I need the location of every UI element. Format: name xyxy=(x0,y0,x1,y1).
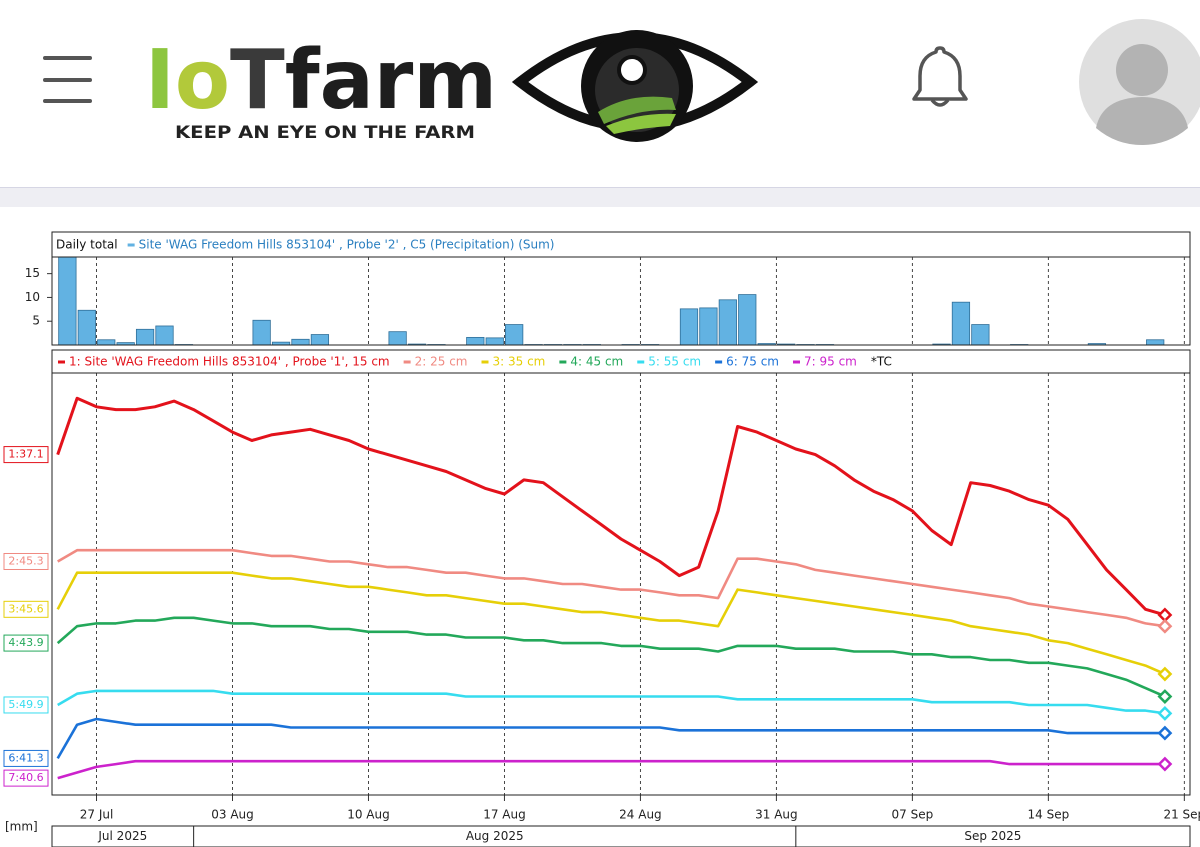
eye-highlight xyxy=(617,55,647,85)
x-tick-label: 07 Sep xyxy=(892,808,934,822)
month-label: Aug 2025 xyxy=(466,829,524,843)
header-separator xyxy=(0,187,1200,207)
end-marker xyxy=(1157,725,1173,741)
x-tick-label: 14 Sep xyxy=(1028,808,1070,822)
plot-frame xyxy=(51,256,1191,346)
legend-label: 4: 45 cm xyxy=(570,355,623,369)
logo-letter: farm xyxy=(285,33,497,128)
plot-frame xyxy=(51,372,1191,796)
start-label: 7:40.6 xyxy=(8,771,43,784)
bar xyxy=(97,339,116,346)
start-label-box xyxy=(3,600,49,618)
bar xyxy=(738,294,757,346)
bar xyxy=(252,319,271,346)
bar xyxy=(1146,339,1165,346)
panel-header xyxy=(51,231,1191,258)
x-tick-label: 24 Aug xyxy=(619,808,662,822)
x-tick-label: 03 Aug xyxy=(211,808,254,822)
logo-letter: o xyxy=(175,33,230,128)
bell-clapper xyxy=(930,98,950,107)
logo[interactable]: IoTfarm KEEP AN EYE ON THE FARM xyxy=(145,30,759,143)
logo-letter: T xyxy=(230,33,285,128)
bar xyxy=(718,299,737,346)
bar xyxy=(699,307,718,346)
start-label: 4:43.9 xyxy=(8,636,43,649)
panel-title: Daily total xyxy=(56,238,118,252)
y-tick-label: 5 xyxy=(32,314,40,328)
logo-letter: I xyxy=(145,33,175,128)
legend-note: *TC xyxy=(871,355,892,369)
start-label-box xyxy=(3,634,49,652)
eye-field xyxy=(606,113,676,134)
x-tick-label: 17 Aug xyxy=(483,808,526,822)
bar xyxy=(310,334,330,346)
bar xyxy=(155,325,174,346)
start-label-box xyxy=(3,769,49,787)
start-label: 1:37.1 xyxy=(8,448,43,461)
y-tick-label: 10 xyxy=(25,290,40,304)
legend-label: 6: 75 cm xyxy=(726,355,779,369)
bar xyxy=(679,308,699,346)
charts: Daily total Site 'WAG Freedom Hills 85310… xyxy=(3,231,1200,847)
bar xyxy=(58,256,77,346)
bar xyxy=(485,337,504,346)
start-label-box xyxy=(3,552,49,570)
end-marker xyxy=(1157,689,1173,704)
legend-label: 7: 95 cm xyxy=(804,355,857,369)
logo-tagline: KEEP AN EYE ON THE FARM xyxy=(175,123,475,143)
x-tick-label: 27 Jul xyxy=(80,808,114,822)
x-tick-label: 21 Sep xyxy=(1163,808,1200,822)
series-line xyxy=(57,548,1166,628)
legend-label: 2: 25 cm xyxy=(415,355,468,369)
end-marker xyxy=(1157,618,1173,634)
bar xyxy=(971,324,990,346)
series-line xyxy=(57,759,1165,780)
menu-button[interactable] xyxy=(36,48,98,112)
end-marker xyxy=(1157,705,1173,721)
series-line xyxy=(56,571,1166,676)
bar xyxy=(291,338,310,346)
bar xyxy=(951,301,971,346)
x-tick-label: 10 Aug xyxy=(347,808,390,822)
start-label: 5:49.9 xyxy=(8,698,43,711)
eye-field xyxy=(598,96,676,124)
start-label-box xyxy=(3,696,49,714)
end-marker xyxy=(1157,756,1173,772)
end-marker xyxy=(1157,666,1173,682)
bar xyxy=(505,324,524,346)
start-label: 3:45.6 xyxy=(8,602,43,615)
bar xyxy=(466,336,485,346)
y-tick-label: 15 xyxy=(25,266,40,280)
axis-unit: [mm] xyxy=(5,820,38,834)
series-line xyxy=(56,717,1165,760)
legend-label: 1: Site 'WAG Freedom Hills 853104' , Pro… xyxy=(69,355,390,369)
legend-label: 5: 55 cm xyxy=(648,355,701,369)
legend-label: 3: 35 cm xyxy=(493,355,546,369)
end-marker xyxy=(1157,607,1173,623)
month-label: Jul 2025 xyxy=(97,829,147,843)
bell-icon xyxy=(912,46,968,101)
avatar-body xyxy=(1096,97,1188,145)
month-row xyxy=(51,825,1191,847)
series-line xyxy=(56,396,1166,617)
x-tick-label: 31 Aug xyxy=(755,808,798,822)
start-label-box xyxy=(3,749,49,767)
series-line xyxy=(57,689,1166,715)
avatar[interactable] xyxy=(1079,19,1200,145)
legend-label: Site 'WAG Freedom Hills 853104' , Probe … xyxy=(139,238,555,252)
bar xyxy=(77,309,96,346)
notifications-button[interactable] xyxy=(912,46,968,107)
start-label-box xyxy=(3,446,49,464)
bar xyxy=(135,328,155,346)
logo-wordmark: IoTfarm xyxy=(145,33,497,128)
month-label: Sep 2025 xyxy=(964,829,1021,843)
bar xyxy=(388,331,407,346)
start-label: 6:41.3 xyxy=(8,751,43,764)
series-line xyxy=(56,616,1166,698)
avatar-head xyxy=(1116,44,1168,96)
start-label: 2:45.3 xyxy=(8,554,43,567)
